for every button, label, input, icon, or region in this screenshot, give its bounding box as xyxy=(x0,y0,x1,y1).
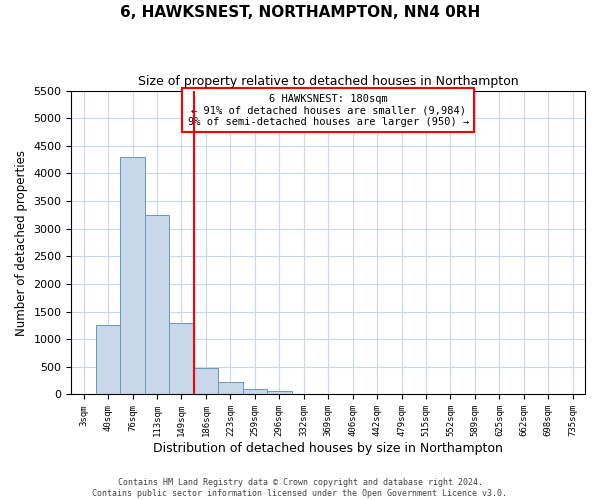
Bar xyxy=(96,326,121,394)
Bar xyxy=(169,322,194,394)
Bar xyxy=(218,382,242,394)
X-axis label: Distribution of detached houses by size in Northampton: Distribution of detached houses by size … xyxy=(153,442,503,455)
Text: 6, HAWKSNEST, NORTHAMPTON, NN4 0RH: 6, HAWKSNEST, NORTHAMPTON, NN4 0RH xyxy=(120,5,480,20)
Bar xyxy=(121,157,145,394)
Bar xyxy=(145,215,169,394)
Text: Contains HM Land Registry data © Crown copyright and database right 2024.
Contai: Contains HM Land Registry data © Crown c… xyxy=(92,478,508,498)
Title: Size of property relative to detached houses in Northampton: Size of property relative to detached ho… xyxy=(138,75,518,88)
Bar xyxy=(267,391,292,394)
Text: 6 HAWKSNEST: 180sqm
← 91% of detached houses are smaller (9,984)
9% of semi-deta: 6 HAWKSNEST: 180sqm ← 91% of detached ho… xyxy=(188,94,469,127)
Bar xyxy=(194,368,218,394)
Bar xyxy=(242,389,267,394)
Y-axis label: Number of detached properties: Number of detached properties xyxy=(15,150,28,336)
